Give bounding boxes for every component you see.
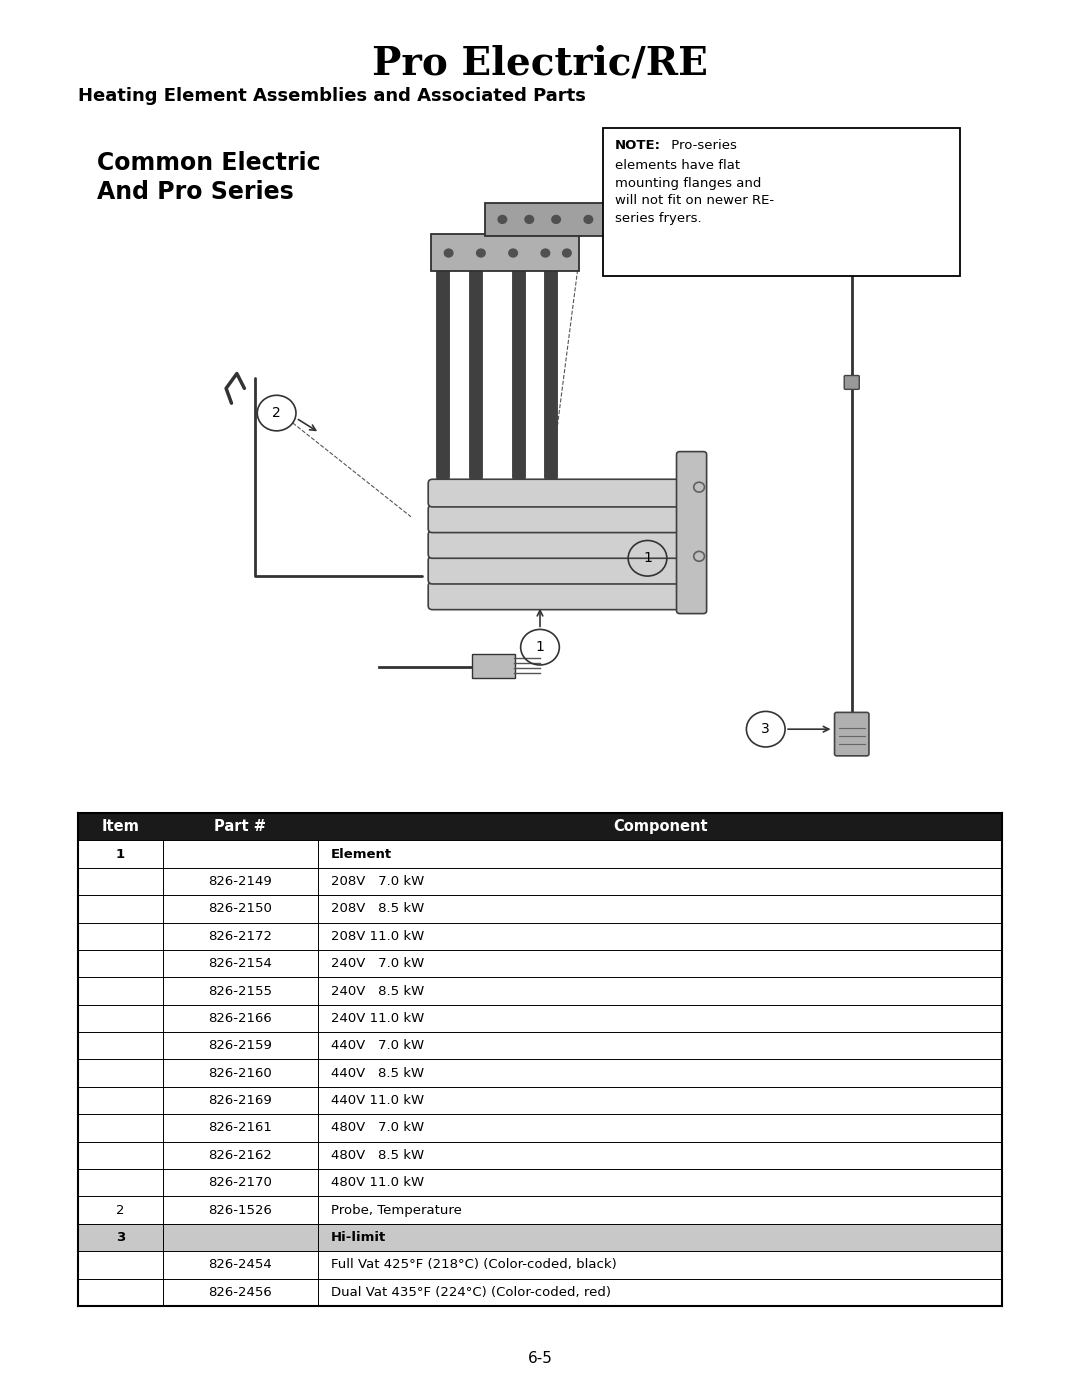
- FancyBboxPatch shape: [428, 583, 694, 609]
- Text: 480V 11.0 kW: 480V 11.0 kW: [332, 1176, 424, 1189]
- Text: 826-1526: 826-1526: [208, 1204, 272, 1217]
- Text: Pro Electric/RE: Pro Electric/RE: [373, 45, 707, 82]
- Text: elements have flat
mounting flanges and
will not fit on newer RE-
series fryers.: elements have flat mounting flanges and …: [616, 159, 774, 225]
- Text: Hi-limit: Hi-limit: [332, 1231, 387, 1243]
- Text: 208V   8.5 kW: 208V 8.5 kW: [332, 902, 424, 915]
- Text: Part #: Part #: [215, 819, 267, 834]
- Text: Item: Item: [102, 819, 139, 834]
- FancyBboxPatch shape: [472, 654, 515, 678]
- Text: 826-2170: 826-2170: [208, 1176, 272, 1189]
- Text: 240V   8.5 kW: 240V 8.5 kW: [332, 985, 424, 997]
- Text: Dual Vat 435°F (224°C) (Color-coded, red): Dual Vat 435°F (224°C) (Color-coded, red…: [332, 1285, 611, 1299]
- Text: 826-2161: 826-2161: [208, 1122, 272, 1134]
- Text: 826-2159: 826-2159: [208, 1039, 272, 1052]
- Text: 826-2149: 826-2149: [208, 875, 272, 888]
- Text: 240V 11.0 kW: 240V 11.0 kW: [332, 1011, 424, 1025]
- Text: 826-2162: 826-2162: [208, 1148, 272, 1162]
- Text: 826-2160: 826-2160: [208, 1067, 272, 1080]
- Text: 3: 3: [761, 722, 770, 736]
- Text: 826-2169: 826-2169: [208, 1094, 272, 1106]
- Text: 826-2456: 826-2456: [208, 1285, 272, 1299]
- FancyBboxPatch shape: [845, 376, 860, 390]
- Text: Full Vat 425°F (218°C) (Color-coded, black): Full Vat 425°F (218°C) (Color-coded, bla…: [332, 1259, 617, 1271]
- FancyBboxPatch shape: [428, 504, 694, 532]
- Text: 1: 1: [643, 552, 652, 566]
- Text: 826-2155: 826-2155: [208, 985, 272, 997]
- Circle shape: [525, 215, 534, 224]
- FancyBboxPatch shape: [428, 479, 694, 507]
- FancyBboxPatch shape: [428, 531, 694, 559]
- Text: 440V   8.5 kW: 440V 8.5 kW: [332, 1067, 424, 1080]
- Text: 480V   8.5 kW: 480V 8.5 kW: [332, 1148, 424, 1162]
- Text: 1: 1: [536, 640, 544, 654]
- Text: Common Electric
And Pro Series: Common Electric And Pro Series: [97, 151, 321, 204]
- Text: 826-2154: 826-2154: [208, 957, 272, 970]
- Text: 208V   7.0 kW: 208V 7.0 kW: [332, 875, 424, 888]
- FancyBboxPatch shape: [431, 235, 579, 271]
- FancyBboxPatch shape: [428, 556, 694, 584]
- Text: 6-5: 6-5: [527, 1351, 553, 1366]
- Text: 826-2166: 826-2166: [208, 1011, 272, 1025]
- FancyBboxPatch shape: [604, 127, 960, 275]
- Circle shape: [541, 249, 550, 257]
- Text: 3: 3: [116, 1231, 125, 1243]
- Text: 480V   7.0 kW: 480V 7.0 kW: [332, 1122, 424, 1134]
- Text: 240V   7.0 kW: 240V 7.0 kW: [332, 957, 424, 970]
- FancyBboxPatch shape: [676, 451, 706, 613]
- Text: 208V 11.0 kW: 208V 11.0 kW: [332, 930, 424, 943]
- Text: 826-2172: 826-2172: [208, 930, 272, 943]
- Circle shape: [584, 215, 593, 224]
- Circle shape: [444, 249, 453, 257]
- Circle shape: [476, 249, 485, 257]
- Circle shape: [509, 249, 517, 257]
- Text: Pro-series: Pro-series: [666, 140, 737, 152]
- Text: Element: Element: [332, 848, 392, 861]
- Text: 2: 2: [116, 1204, 124, 1217]
- FancyBboxPatch shape: [485, 203, 606, 236]
- Text: Heating Element Assemblies and Associated Parts: Heating Element Assemblies and Associate…: [78, 87, 585, 105]
- Text: 440V   7.0 kW: 440V 7.0 kW: [332, 1039, 424, 1052]
- Circle shape: [552, 215, 561, 224]
- Text: 826-2454: 826-2454: [208, 1259, 272, 1271]
- Text: Probe, Temperature: Probe, Temperature: [332, 1204, 462, 1217]
- Circle shape: [498, 215, 507, 224]
- Text: 1: 1: [116, 848, 125, 861]
- FancyBboxPatch shape: [835, 712, 869, 756]
- Text: NOTE:: NOTE:: [616, 140, 661, 152]
- Text: Component: Component: [612, 819, 707, 834]
- Text: 2: 2: [272, 407, 281, 420]
- Text: 826-2150: 826-2150: [208, 902, 272, 915]
- Text: 440V 11.0 kW: 440V 11.0 kW: [332, 1094, 424, 1106]
- Circle shape: [563, 249, 571, 257]
